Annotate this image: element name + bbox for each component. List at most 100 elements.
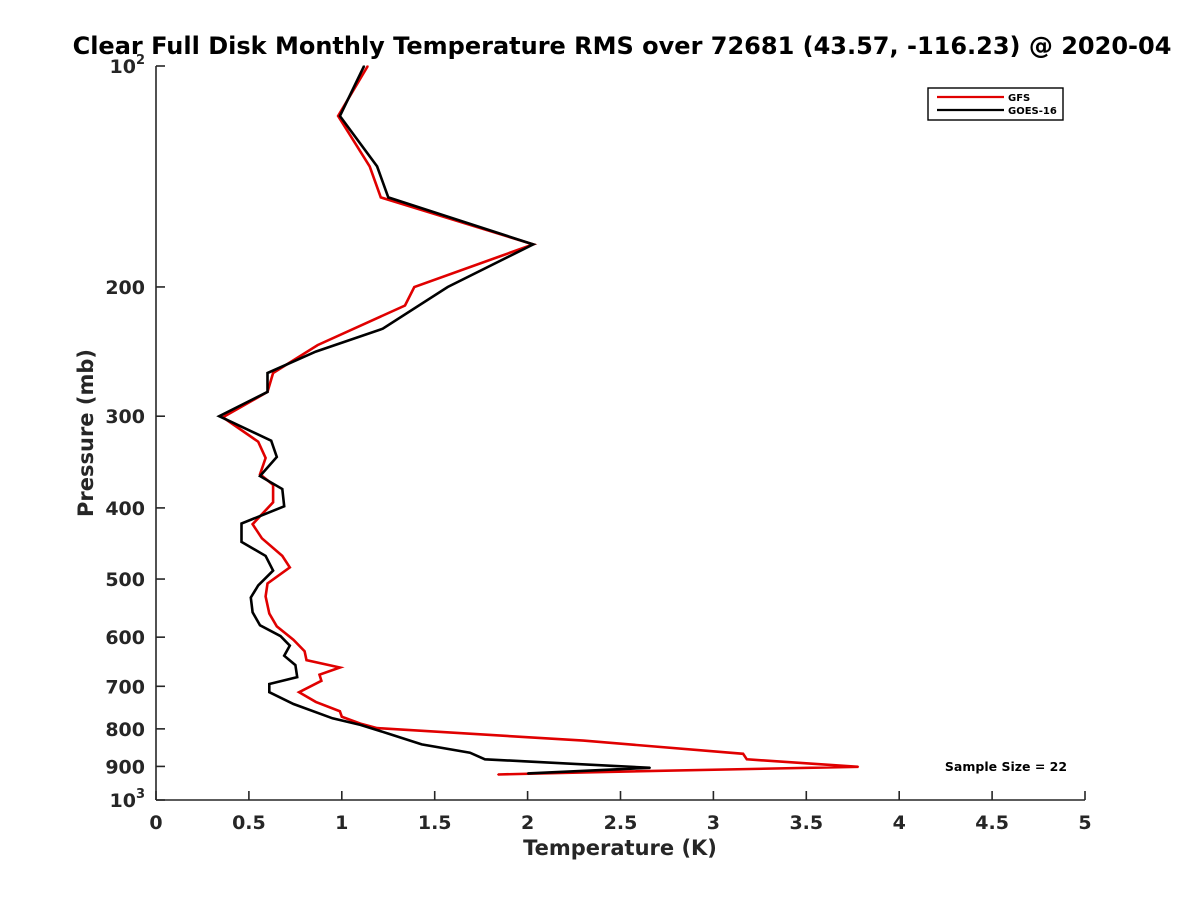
data-point bbox=[526, 772, 529, 775]
data-point bbox=[404, 304, 406, 307]
x-tick-label: 0.5 bbox=[232, 812, 266, 834]
legend-box bbox=[927, 87, 1064, 121]
y-tick-label: 500 bbox=[105, 569, 145, 591]
data-point bbox=[320, 680, 323, 682]
data-point bbox=[257, 584, 260, 587]
x-tick-label: 0 bbox=[149, 812, 162, 834]
data-point bbox=[649, 767, 651, 769]
data-point bbox=[266, 391, 269, 393]
data-point bbox=[251, 523, 254, 525]
data-point bbox=[363, 65, 365, 67]
series-goes-16 bbox=[216, 65, 651, 775]
data-point bbox=[298, 691, 300, 693]
x-axis-label: Temperature (K) bbox=[523, 836, 717, 860]
x-tick-label: 3.5 bbox=[789, 812, 823, 834]
data-point bbox=[305, 659, 308, 661]
data-point bbox=[250, 596, 252, 599]
data-point bbox=[341, 715, 343, 718]
data-point bbox=[264, 595, 267, 598]
series-layer bbox=[216, 65, 860, 776]
y-tick-base: 10 bbox=[110, 790, 136, 812]
series-line bbox=[216, 65, 651, 775]
data-point bbox=[266, 372, 269, 374]
data-point bbox=[251, 611, 254, 614]
data-point bbox=[413, 286, 416, 288]
data-point bbox=[446, 286, 449, 288]
data-point bbox=[318, 673, 321, 676]
data-point bbox=[315, 701, 317, 703]
data-point bbox=[276, 456, 278, 458]
data-point bbox=[276, 625, 278, 628]
x-axis-ticks: 0 0.5 1 1.5 2 2.5 3 3.5 4 4.5 5 bbox=[149, 791, 1092, 834]
y-axis-label: Pressure (mb) bbox=[74, 349, 98, 517]
series-line bbox=[220, 65, 859, 776]
y-tick-label: 900 bbox=[105, 756, 145, 778]
data-point bbox=[484, 758, 486, 761]
x-tick-label: 1 bbox=[335, 812, 348, 834]
y-tick-label: 200 bbox=[105, 277, 145, 299]
x-tick-label: 2 bbox=[521, 812, 534, 834]
data-point bbox=[257, 440, 260, 443]
data-point bbox=[359, 724, 362, 726]
y-tick-exponent: 2 bbox=[136, 53, 145, 68]
data-point bbox=[368, 165, 371, 168]
y-tick-label: 700 bbox=[105, 676, 145, 698]
data-point bbox=[272, 372, 274, 374]
legend: GFS GOES-16 bbox=[927, 87, 1064, 121]
data-point bbox=[279, 635, 282, 637]
data-point bbox=[337, 115, 339, 117]
data-point bbox=[582, 739, 585, 742]
y-tick-base: 10 bbox=[110, 56, 136, 78]
y-tick-label: 300 bbox=[105, 406, 145, 428]
data-point bbox=[376, 727, 378, 729]
x-tick-label: 3 bbox=[707, 812, 720, 834]
x-tick-label: 2.5 bbox=[604, 812, 638, 834]
data-point bbox=[283, 505, 286, 508]
y-tick-exponent: 3 bbox=[136, 787, 145, 802]
data-point bbox=[315, 350, 317, 353]
data-point bbox=[294, 664, 297, 666]
data-point bbox=[497, 773, 499, 776]
y-tick-label: 103 bbox=[110, 787, 146, 812]
data-point bbox=[266, 582, 269, 585]
x-tick-label: 1.5 bbox=[418, 812, 452, 834]
x-tick-label: 4.5 bbox=[975, 812, 1009, 834]
data-point bbox=[283, 654, 286, 657]
y-tick-label: 600 bbox=[105, 627, 145, 649]
data-point bbox=[281, 488, 284, 490]
data-point bbox=[316, 344, 319, 346]
data-point bbox=[259, 475, 261, 477]
data-point bbox=[292, 703, 295, 705]
data-point bbox=[387, 732, 390, 735]
data-point bbox=[339, 115, 341, 117]
data-point bbox=[240, 522, 243, 525]
data-point bbox=[857, 766, 860, 768]
x-tick-label: 5 bbox=[1078, 812, 1091, 834]
sample-size-annotation: Sample Size = 22 bbox=[945, 759, 1067, 774]
data-point bbox=[303, 650, 306, 652]
data-point bbox=[268, 691, 271, 693]
y-tick-label: 102 bbox=[110, 53, 146, 78]
data-point bbox=[367, 65, 369, 67]
data-point bbox=[420, 743, 423, 746]
legend-label-gfs: GFS bbox=[1008, 93, 1030, 104]
data-point bbox=[746, 758, 748, 761]
data-point bbox=[532, 243, 534, 246]
plot-area: 0 0.5 1 1.5 2 2.5 3 3.5 4 4.5 5 102200300400500600… bbox=[105, 53, 1091, 834]
data-point bbox=[264, 555, 267, 557]
data-point bbox=[381, 327, 384, 330]
data-point bbox=[469, 751, 471, 754]
data-point bbox=[376, 165, 378, 168]
y-tick-label: 400 bbox=[105, 498, 145, 520]
data-point bbox=[270, 439, 273, 442]
data-point bbox=[742, 753, 744, 755]
data-point bbox=[264, 457, 267, 459]
data-point bbox=[268, 612, 271, 615]
data-point bbox=[331, 717, 334, 720]
data-point bbox=[339, 666, 341, 669]
chart-title: Clear Full Disk Monthly Temperature RMS … bbox=[73, 32, 1172, 60]
data-point bbox=[240, 541, 243, 543]
series-gfs bbox=[220, 65, 860, 776]
